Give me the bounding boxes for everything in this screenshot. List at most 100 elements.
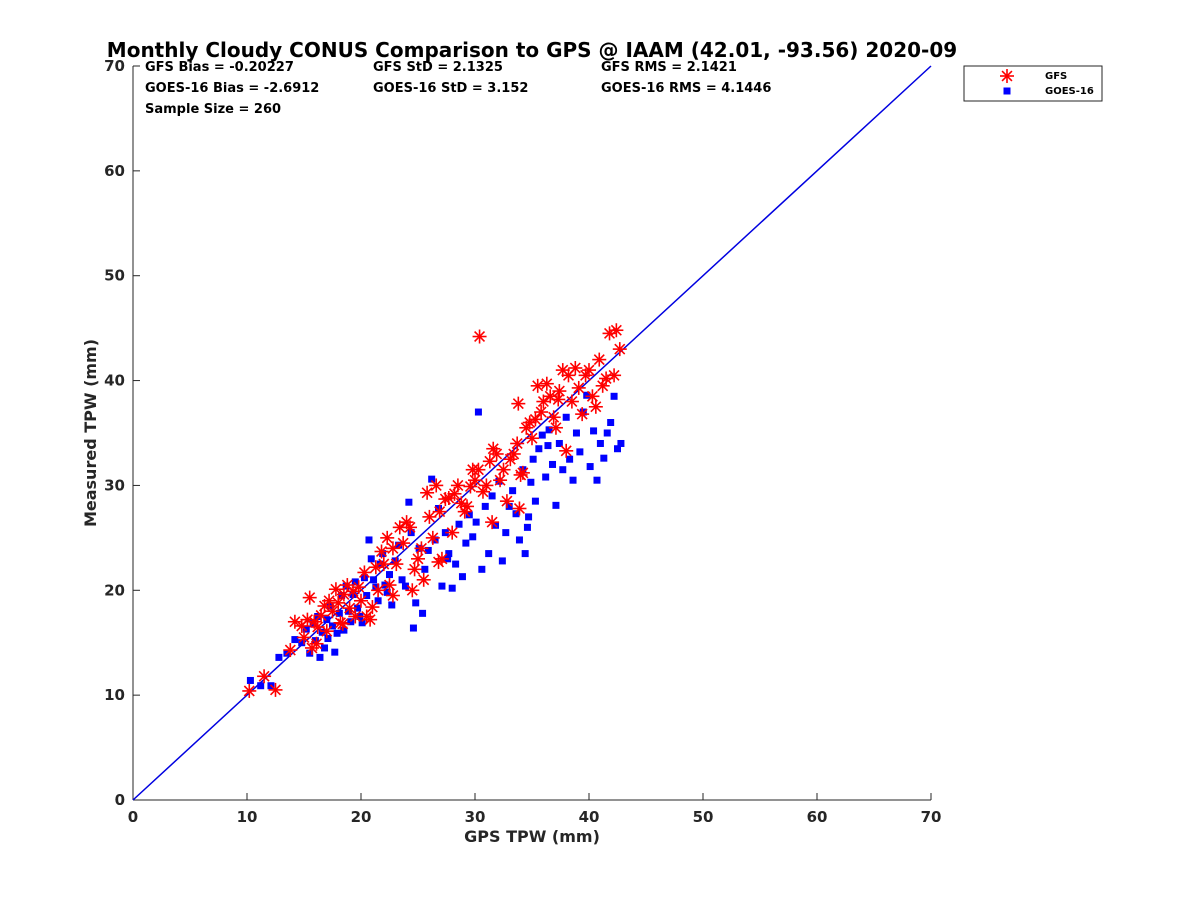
goes16-point [474, 408, 482, 416]
goes16-point [478, 565, 486, 573]
goes16-point [607, 419, 615, 427]
stat-sample-size: Sample Size = 260 [145, 102, 281, 117]
goes16-point [398, 576, 406, 584]
gfs-point [297, 630, 311, 645]
gfs-point [575, 407, 590, 422]
gfs-point [612, 342, 627, 357]
goes16-point [445, 550, 453, 558]
goes16-point [485, 550, 493, 558]
goes16-point [257, 682, 265, 690]
gfs-point [485, 515, 500, 530]
gfs-point [568, 360, 583, 375]
gfs-point [405, 583, 420, 598]
y-tick-label: 40 [104, 372, 125, 390]
goes16-point [535, 445, 543, 453]
gfs-point [414, 541, 429, 556]
y-tick-label: 60 [104, 162, 125, 180]
gfs-point [571, 380, 586, 395]
gfs-point [534, 405, 549, 420]
goes16-point [542, 473, 550, 481]
goes16-point [438, 582, 446, 590]
goes16-point [365, 536, 373, 544]
stat-gfs-std: GFS StD = 2.1325 [373, 60, 503, 75]
goes16-point [298, 639, 306, 647]
plot-area: 0 10 20 30 40 50 60 70 0 10 20 30 40 50 60 70 [104, 57, 941, 826]
y-tick-label: 70 [104, 57, 125, 75]
gfs-point [242, 683, 257, 698]
gfs-point [525, 431, 539, 446]
x-tick-label: 70 [921, 808, 942, 826]
goes16-point [465, 511, 473, 519]
stat-goes-rms: GOES-16 RMS = 4.1446 [601, 81, 771, 96]
goes16-point [586, 463, 594, 471]
goes16-point [617, 439, 625, 447]
goes16-point [331, 648, 339, 656]
goes16-point [462, 539, 470, 547]
gfs-point [432, 504, 447, 519]
y-tick-label: 50 [104, 267, 125, 285]
goes16-point [455, 520, 463, 528]
gfs-point [511, 396, 526, 411]
goes16-point [529, 455, 537, 463]
gfs-point [460, 499, 475, 514]
goes16-point [335, 609, 343, 617]
y-tick-label: 30 [104, 476, 125, 494]
gfs-point [559, 443, 574, 458]
x-tick-label: 40 [579, 808, 600, 826]
goes16-point [354, 604, 362, 612]
gfs-point [283, 643, 298, 658]
gfs-point [496, 462, 511, 477]
gfs-point [374, 544, 389, 559]
goes16-point [610, 392, 618, 400]
gfs-point [403, 520, 418, 535]
axis-ticks: 0 10 20 30 40 50 60 70 0 10 20 30 40 50 60 70 [104, 57, 941, 826]
gfs-point [607, 368, 622, 383]
legend-goes16-square [1003, 87, 1011, 95]
goes16-point [488, 492, 496, 500]
gfs-point [489, 446, 504, 461]
goes16-point [538, 431, 546, 439]
goes16-point [395, 541, 403, 549]
gfs-point [609, 323, 624, 338]
gfs-point [431, 554, 446, 569]
x-axis-label: GPS TPW (mm) [464, 827, 600, 846]
goes16-point [552, 501, 560, 509]
gfs-point [522, 415, 537, 430]
legend-label-gfs: GFS [1045, 71, 1067, 82]
x-tick-label: 0 [128, 808, 138, 826]
gfs-point [342, 601, 357, 616]
goes16-point [367, 555, 375, 563]
gfs-point [588, 399, 603, 414]
gfs-point [499, 494, 514, 509]
goes16-point [555, 439, 563, 447]
gfs-point [445, 525, 460, 540]
goes16-point [391, 557, 399, 565]
goes16-point [527, 478, 535, 486]
gfs-point [407, 562, 422, 577]
y-tick-label: 20 [104, 581, 125, 599]
gfs-point [472, 329, 487, 344]
goes16-point [593, 476, 601, 484]
gfs-point [319, 624, 334, 639]
goes16-point [559, 466, 567, 474]
gfs-point [363, 612, 378, 627]
gfs-point [493, 473, 508, 488]
goes16-point [344, 607, 352, 615]
goes16-point [614, 445, 621, 453]
goes16-point [386, 571, 393, 579]
goes16-point [583, 391, 591, 399]
gfs-point [268, 682, 283, 697]
goes16-point [383, 588, 391, 596]
goes16-point [545, 426, 553, 434]
stat-goes-bias: GOES-16 Bias = -2.6912 [145, 81, 319, 96]
y-tick-label: 0 [115, 791, 125, 809]
gfs-point [302, 590, 317, 605]
gfs-point [585, 389, 600, 404]
goes16-point [469, 533, 477, 541]
goes16-point [340, 626, 348, 634]
goes16-point [321, 644, 329, 652]
goes16-point [448, 584, 456, 592]
goes16-point [596, 439, 604, 447]
gfs-point [380, 530, 395, 545]
